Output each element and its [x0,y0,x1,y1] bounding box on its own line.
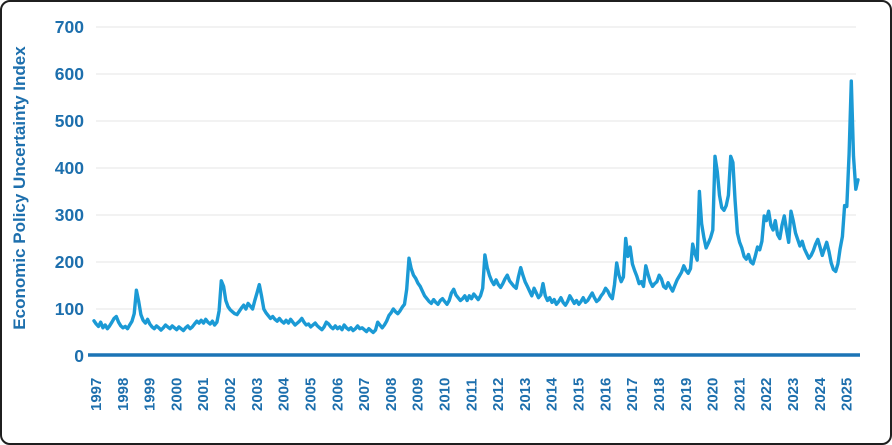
gridlines [96,26,856,310]
x-tick-label: 2010 [437,378,454,411]
epu-series-line [92,79,860,335]
x-tick-label: 2015 [571,378,588,411]
x-tick-label: 1999 [142,378,159,411]
x-tick-label: 2016 [597,378,614,411]
x-tick-label: 2006 [329,378,346,411]
x-tick-label: 2019 [678,378,695,411]
x-tick-label: 2002 [222,378,239,411]
x-tick-label: 2022 [758,378,775,411]
x-tick-label: 2007 [356,378,373,411]
x-tick-label: 2003 [249,378,266,411]
y-tick-label: 200 [55,252,84,272]
x-tick-label: 2008 [383,378,400,411]
y-tick-labels: 0 100 200 300 400 500 600 700 [55,17,84,366]
x-tick-label: 2000 [168,378,185,411]
x-tick-label: 2001 [195,378,212,411]
x-tick-label: 1998 [115,378,132,411]
x-tick-labels: 1997 1998 1999 2000 2001 2002 2003 2004 2005 2006… [88,377,856,411]
x-tick-label: 2004 [276,377,293,411]
x-tick-label: 2025 [839,378,856,411]
x-tick-label: 2005 [303,378,320,411]
x-tick-label: 2024 [812,377,829,411]
x-tick-label: 2020 [705,378,722,411]
x-tick-label: 2011 [463,378,480,411]
y-tick-label: 400 [55,158,84,178]
y-tick-label: 300 [55,205,84,225]
x-tick-label: 2009 [410,378,427,411]
x-tick-label: 1997 [88,378,105,411]
x-tick-label: 2023 [785,378,802,411]
y-tick-label: 700 [55,17,84,37]
x-tick-label: 2013 [517,378,534,411]
x-tick-label: 2012 [490,378,507,411]
y-tick-label: 0 [74,346,84,366]
x-tick-label: 2017 [624,378,641,411]
x-tick-label: 2021 [731,378,748,411]
y-axis-title: Economic Policy Uncertainty Index [10,46,29,330]
x-tick-label: 2018 [651,378,668,411]
x-tick-label: 2014 [544,377,561,411]
y-tick-label: 500 [55,111,84,131]
y-tick-label: 100 [55,299,84,319]
y-tick-label: 600 [55,64,84,84]
